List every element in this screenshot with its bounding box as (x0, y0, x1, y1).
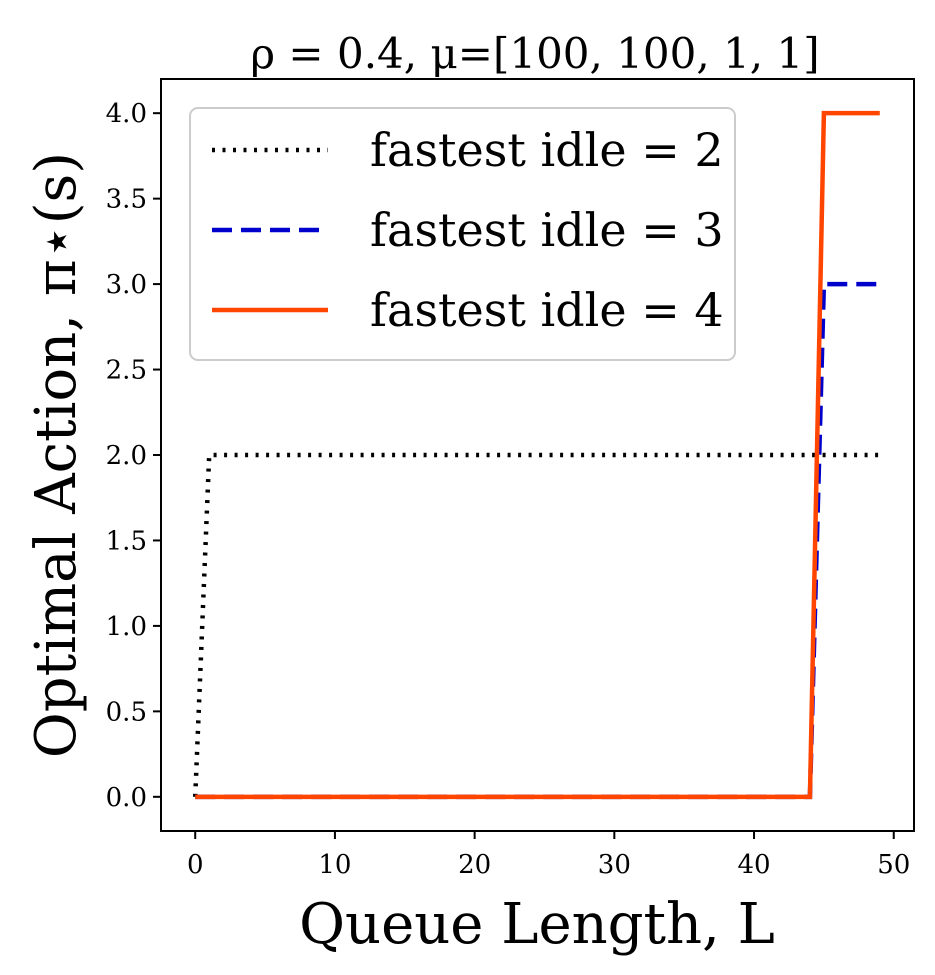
series-line-1 (192, 452, 880, 797)
legend-label-2: fastest idle = 3 (370, 203, 724, 257)
y-tick-label: 0.0 (106, 783, 147, 813)
series-layer (192, 110, 880, 800)
x-tick-label: 20 (458, 850, 491, 880)
y-tick-label: 3.5 (106, 185, 147, 215)
legend-label-1: fastest idle = 2 (370, 123, 724, 177)
x-tick-label: 40 (737, 850, 770, 880)
x-axis: 0 10 20 30 40 50 (187, 831, 910, 880)
y-axis: 0.0 0.5 1.0 1.5 2.0 2.5 3.0 3.5 4.0 (106, 99, 161, 813)
y-axis-label: Optimal Action, π⋆(s) (24, 152, 89, 758)
y-tick-label: 0.5 (106, 697, 147, 727)
x-tick-label: 30 (598, 850, 631, 880)
x-tick-label: 50 (877, 850, 910, 880)
x-tick-label: 10 (318, 850, 351, 880)
y-tick-label: 3.0 (106, 270, 147, 300)
y-tick-label: 1.5 (106, 526, 147, 556)
x-axis-label: Queue Length, L (299, 892, 775, 957)
legend-box (189, 107, 736, 361)
y-tick-label: 2.5 (106, 356, 147, 386)
chart-title: ρ = 0.4, μ=[100, 100, 1, 1] (250, 29, 819, 78)
x-tick-label: 0 (187, 850, 204, 880)
y-tick-label: 2.0 (106, 441, 147, 471)
y-tick-label: 4.0 (106, 99, 147, 129)
legend: fastest idle = 2 fastest idle = 3 fastest … (189, 107, 736, 361)
legend-entries: fastest idle = 2 fastest idle = 3 fastest … (212, 123, 724, 337)
y-tick-label: 1.0 (106, 612, 147, 642)
series-line-3 (195, 110, 880, 800)
legend-label-3: fastest idle = 4 (370, 283, 724, 337)
